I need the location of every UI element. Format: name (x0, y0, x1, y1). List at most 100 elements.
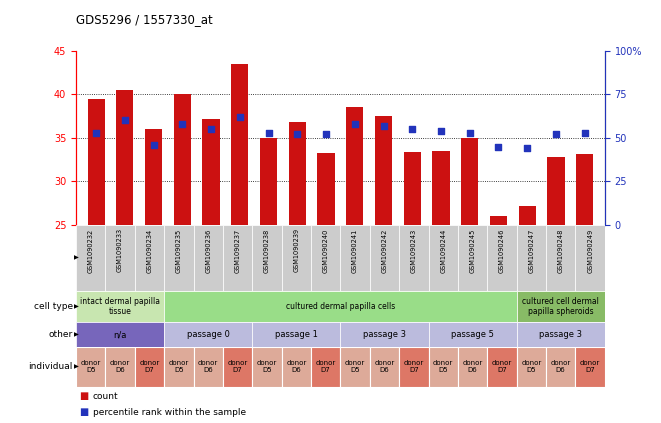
Bar (105, 347, 135, 387)
Text: intact dermal papilla
tissue: intact dermal papilla tissue (80, 297, 160, 316)
Text: count: count (93, 392, 118, 401)
Bar (517, 291, 605, 322)
Bar (517, 347, 546, 387)
Bar (87, 99, 104, 225)
Bar (517, 322, 605, 347)
Bar (404, 152, 421, 225)
Bar (517, 225, 546, 291)
Text: cultured cell dermal
papilla spheroids: cultured cell dermal papilla spheroids (522, 297, 599, 316)
Bar (116, 90, 134, 225)
Text: donor
D7: donor D7 (492, 360, 512, 374)
Bar (223, 347, 253, 387)
Text: ■: ■ (79, 391, 89, 401)
Bar (194, 347, 223, 387)
Text: donor
D5: donor D5 (522, 360, 541, 374)
Text: individual: individual (28, 363, 73, 371)
Bar (546, 225, 576, 291)
Bar (519, 206, 536, 225)
Bar (135, 225, 164, 291)
Text: GSM1090239: GSM1090239 (293, 228, 299, 272)
Bar (105, 225, 135, 291)
Text: donor
D6: donor D6 (463, 360, 483, 374)
Text: donor
D5: donor D5 (169, 360, 189, 374)
Bar (340, 322, 428, 347)
Text: passage 1: passage 1 (275, 330, 318, 339)
Bar (546, 347, 576, 387)
Point (235, 114, 245, 121)
Text: GSM1090244: GSM1090244 (440, 228, 446, 273)
Text: ▶: ▶ (74, 255, 79, 260)
Text: percentile rank within the sample: percentile rank within the sample (93, 408, 246, 417)
Bar (369, 347, 399, 387)
Bar (311, 347, 340, 387)
Point (321, 131, 331, 138)
Text: donor
D6: donor D6 (110, 360, 130, 374)
Text: cell type: cell type (34, 302, 73, 311)
Text: donor
D5: donor D5 (345, 360, 366, 374)
Bar (253, 347, 282, 387)
Text: passage 0: passage 0 (187, 330, 229, 339)
Bar (260, 138, 277, 225)
Text: donor
D5: donor D5 (257, 360, 277, 374)
Bar (487, 347, 517, 387)
Text: GSM1090233: GSM1090233 (117, 228, 123, 272)
Point (91, 129, 101, 136)
Text: donor
D7: donor D7 (315, 360, 336, 374)
Bar (461, 138, 479, 225)
Bar (369, 225, 399, 291)
Text: passage 5: passage 5 (451, 330, 494, 339)
Bar (76, 322, 164, 347)
Bar (76, 225, 105, 291)
Bar (547, 157, 564, 225)
Text: GSM1090241: GSM1090241 (352, 228, 358, 272)
Text: GSM1090232: GSM1090232 (88, 228, 94, 272)
Bar (399, 225, 428, 291)
Bar (428, 347, 458, 387)
Bar (576, 225, 605, 291)
Text: GDS5296 / 1557330_at: GDS5296 / 1557330_at (76, 13, 213, 26)
Point (436, 128, 446, 135)
Point (378, 122, 389, 129)
Bar (399, 347, 428, 387)
Text: ▶: ▶ (74, 332, 79, 337)
Text: ▶: ▶ (74, 365, 79, 369)
Text: GSM1090245: GSM1090245 (469, 228, 476, 273)
Point (120, 117, 130, 124)
Text: GSM1090242: GSM1090242 (381, 228, 387, 273)
Bar (432, 151, 449, 225)
Text: donor
D6: donor D6 (374, 360, 395, 374)
Text: donor
D7: donor D7 (139, 360, 159, 374)
Point (465, 129, 475, 136)
Text: ■: ■ (79, 407, 89, 417)
Text: donor
D7: donor D7 (404, 360, 424, 374)
Text: GSM1090249: GSM1090249 (587, 228, 593, 272)
Bar (487, 225, 517, 291)
Bar (458, 225, 487, 291)
Bar (311, 225, 340, 291)
Bar (490, 216, 507, 225)
Bar (164, 291, 517, 322)
Text: n/a: n/a (114, 330, 127, 339)
Point (407, 126, 418, 132)
Text: GSM1090243: GSM1090243 (411, 228, 417, 272)
Text: GSM1090240: GSM1090240 (323, 228, 329, 273)
Bar (145, 129, 162, 225)
Bar (164, 225, 194, 291)
Bar (253, 225, 282, 291)
Text: GSM1090238: GSM1090238 (264, 228, 270, 272)
Bar (76, 291, 164, 322)
Bar (164, 347, 194, 387)
Bar (428, 322, 517, 347)
Text: donor
D7: donor D7 (580, 360, 600, 374)
Text: GSM1090237: GSM1090237 (235, 228, 241, 272)
Point (522, 145, 533, 152)
Text: donor
D6: donor D6 (286, 360, 307, 374)
Point (551, 131, 561, 138)
Point (292, 131, 303, 138)
Point (206, 126, 216, 132)
Text: donor
D7: donor D7 (227, 360, 248, 374)
Point (350, 121, 360, 127)
Bar (576, 154, 594, 225)
Point (148, 141, 159, 148)
Bar (194, 225, 223, 291)
